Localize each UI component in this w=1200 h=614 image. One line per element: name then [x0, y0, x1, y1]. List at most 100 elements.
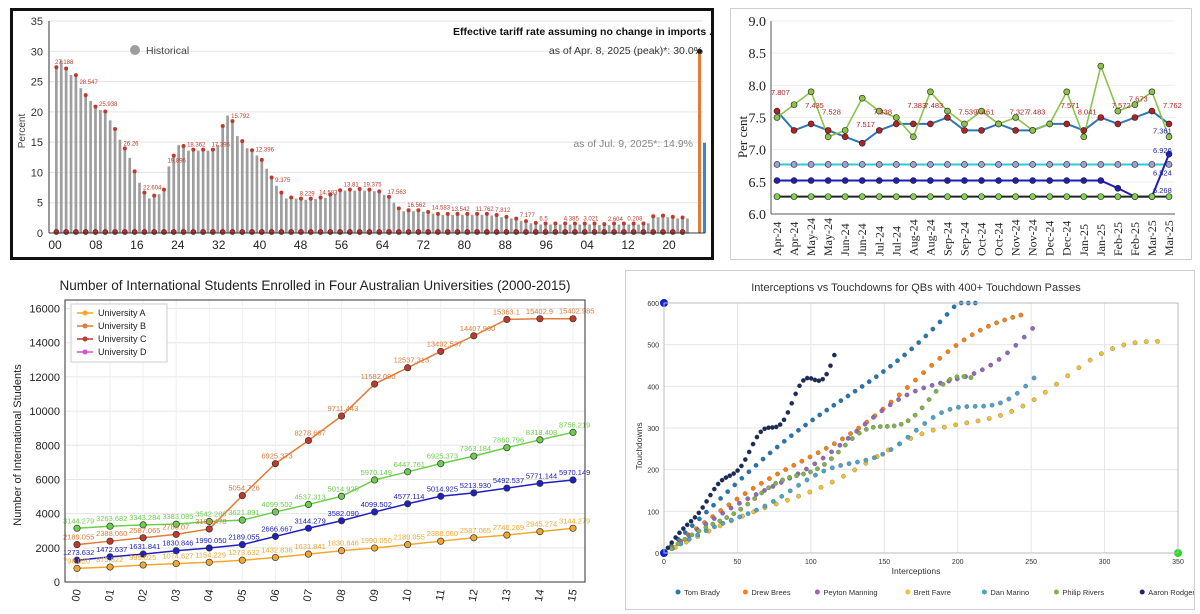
series-marker — [1063, 88, 1071, 96]
baseline-marker — [435, 229, 441, 235]
data-marker — [494, 213, 499, 218]
bar — [495, 216, 498, 233]
x-tick-label: 13 — [500, 588, 514, 602]
scatter-point — [1009, 408, 1015, 414]
x-tick-label: 05 — [235, 588, 249, 602]
x-tick-label: Oct-24 — [975, 223, 989, 256]
scatter-point — [923, 333, 929, 339]
baseline-marker — [161, 229, 167, 235]
series-marker — [1148, 107, 1156, 115]
scatter-point — [905, 418, 911, 424]
data-marker — [220, 124, 225, 128]
scatter-point — [704, 509, 709, 515]
bar — [656, 217, 660, 233]
scatter-point — [829, 465, 835, 471]
data-label: 11.762 — [476, 207, 495, 213]
scatter-point — [745, 511, 751, 517]
scatter-point — [937, 356, 943, 361]
scatter-point — [787, 475, 792, 480]
bar — [201, 150, 205, 233]
scatter-point — [820, 376, 826, 382]
scatter-point — [686, 536, 692, 542]
scatter-point — [951, 304, 957, 310]
x-tick-label: Oct-24 — [992, 223, 1006, 256]
scatter-point — [953, 343, 959, 348]
scatter-point — [969, 332, 975, 338]
series-marker — [893, 193, 900, 200]
series-marker — [271, 532, 279, 540]
data-label: 7.539 — [958, 107, 977, 116]
baseline-marker — [258, 229, 265, 235]
baseline-marker — [219, 229, 226, 235]
data-label: 12537.313 — [394, 356, 429, 365]
legend-entry: Tom Brady — [684, 588, 720, 597]
scatter-point — [1099, 351, 1104, 357]
scatter-point — [989, 402, 995, 408]
baseline-marker — [317, 229, 324, 235]
scatter-point — [1021, 334, 1027, 340]
scatter-point — [881, 369, 886, 374]
scatter-point — [758, 480, 764, 486]
bar — [240, 142, 244, 233]
data-label: 16.562 — [407, 203, 426, 209]
bar — [490, 215, 494, 233]
data-label: 5771.144 — [526, 471, 557, 480]
bar — [182, 146, 185, 233]
scatter-point — [829, 449, 834, 455]
bar — [627, 224, 631, 233]
data-label: 7.673 — [1129, 95, 1148, 104]
series-marker — [437, 347, 445, 355]
scatter-point — [975, 418, 981, 424]
baseline-marker — [454, 229, 461, 235]
series-marker — [238, 556, 246, 564]
bar — [343, 190, 347, 233]
y-tick-label: 35 — [31, 16, 43, 28]
series-marker — [404, 364, 412, 372]
series-marker — [1148, 193, 1156, 200]
data-marker — [445, 211, 450, 216]
bar — [236, 136, 239, 233]
data-label: 7.812 — [495, 208, 511, 214]
scatter-point — [871, 414, 876, 420]
scatter-point — [789, 400, 795, 406]
bar — [89, 100, 92, 233]
scatter-point — [829, 479, 835, 485]
scatter-point — [822, 462, 827, 467]
data-marker — [132, 169, 137, 174]
data-marker — [201, 147, 206, 152]
series-marker — [271, 553, 279, 562]
chart-point-labels: 796.020 875.622 995.025 1074.627 1154.229 127… — [63, 307, 594, 566]
scatter-point — [1031, 375, 1037, 381]
bar — [666, 217, 670, 233]
x-tick-label: 00 — [48, 238, 62, 252]
bar — [470, 214, 474, 233]
legend-entry: Brett Favre — [914, 588, 951, 597]
bar — [221, 127, 225, 233]
data-label: 5970.149 — [361, 468, 392, 477]
x-tick-label: 14 — [533, 588, 547, 602]
data-label: 8756.219 — [559, 420, 590, 429]
scatter-point — [880, 451, 886, 457]
series-marker — [470, 452, 478, 460]
series-line — [76, 431, 574, 530]
scatter-point — [815, 450, 821, 456]
scatter-point — [1018, 312, 1024, 318]
scatter-point — [849, 436, 855, 441]
series-marker — [1131, 161, 1139, 168]
series-marker — [978, 193, 985, 200]
scatter-point — [896, 397, 901, 402]
scatter-point — [737, 500, 742, 506]
scatter-point — [821, 468, 827, 474]
x-tick-label: 24 — [171, 238, 185, 252]
bar — [607, 225, 611, 233]
scatter-point — [753, 463, 759, 468]
x-tick-label: Jan-25 — [1077, 224, 1091, 256]
series-marker — [824, 133, 832, 141]
scatter-point — [785, 410, 791, 415]
scatter-point — [734, 496, 740, 502]
series-marker — [790, 161, 798, 168]
scatter-point — [1023, 383, 1029, 389]
bar — [309, 199, 313, 233]
scatter-point — [905, 434, 911, 440]
series-marker — [1097, 161, 1105, 168]
